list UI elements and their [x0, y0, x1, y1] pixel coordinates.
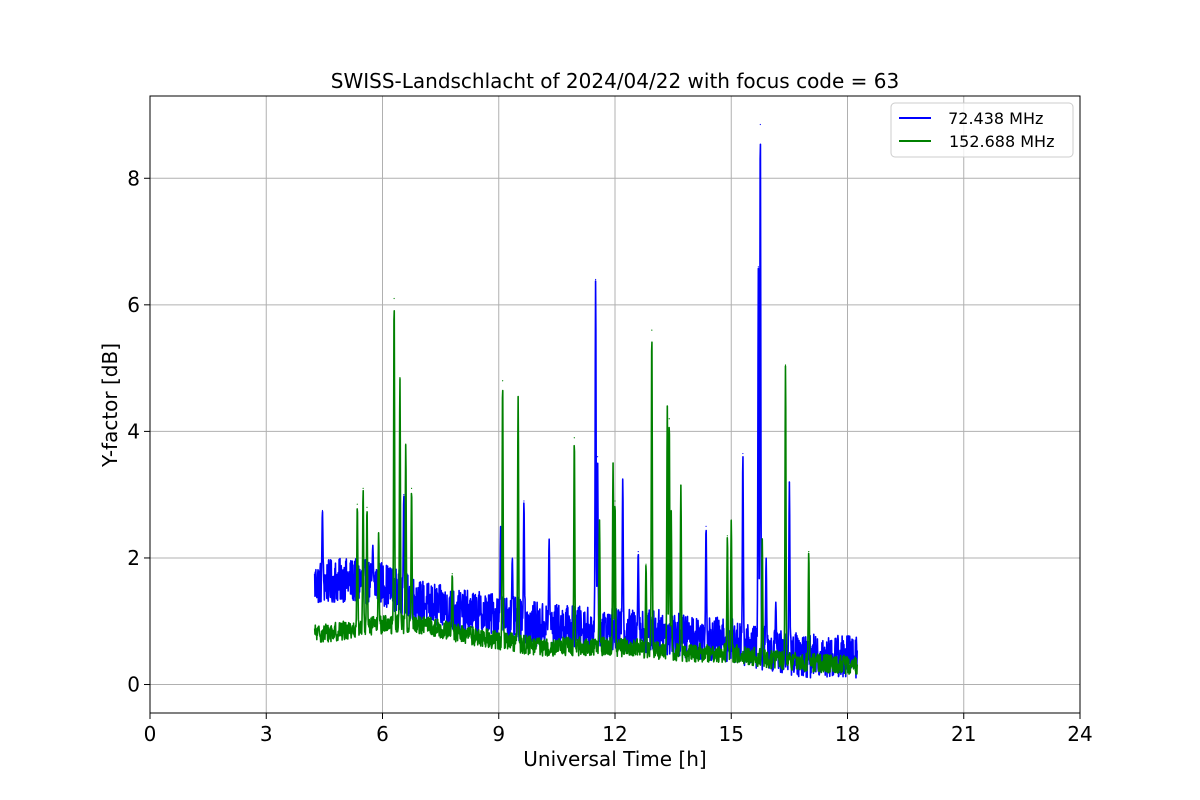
- spike-point-152mhz: [808, 551, 810, 553]
- spike-point-152mhz: [356, 503, 358, 505]
- x-axis-label: Universal Time [h]: [523, 747, 706, 771]
- series-layer: [313, 123, 858, 679]
- y-tick-label: 8: [127, 166, 140, 190]
- x-tick-label: 21: [951, 722, 976, 746]
- spike-point-152mhz: [598, 519, 601, 521]
- legend: 72.438 MHz 152.688 MHz: [890, 102, 1074, 158]
- spike-point-72mhz: [757, 266, 759, 268]
- spike-point-152mhz: [451, 573, 453, 575]
- spike-point-152mhz: [378, 532, 380, 534]
- x-tick-label: 9: [492, 722, 505, 746]
- spike-point-72mhz: [759, 123, 761, 126]
- y-tick-label: 0: [127, 673, 140, 697]
- spike-point-152mhz: [726, 535, 728, 537]
- spike-point-152mhz: [366, 506, 368, 508]
- spike-point-152mhz: [612, 462, 614, 464]
- y-tick-label: 6: [127, 293, 140, 317]
- spike-point-72mhz: [500, 525, 502, 527]
- spike-point-152mhz: [399, 377, 401, 379]
- spike-point-72mhz: [637, 551, 639, 553]
- spike-point-152mhz: [362, 487, 364, 489]
- spike-point-72mhz: [705, 525, 707, 527]
- y-axis-label: Y-factor [dB]: [98, 343, 122, 468]
- series-line-152mhz: [313, 310, 858, 675]
- spike-point-152mhz: [784, 364, 787, 366]
- spike-point-72mhz: [596, 456, 599, 458]
- legend-box: [890, 102, 1074, 158]
- spike-point-152mhz: [393, 297, 395, 300]
- spike-point-152mhz: [730, 519, 732, 521]
- chart-title: SWISS-Landschlacht of 2024/04/22 with fo…: [331, 69, 899, 93]
- spike-point-152mhz: [517, 395, 519, 398]
- spike-point-152mhz: [405, 443, 407, 445]
- spike-point-152mhz: [410, 487, 413, 489]
- spike-point-152mhz: [680, 484, 682, 486]
- spike-point-152mhz: [670, 509, 672, 512]
- spike-point-72mhz: [765, 557, 767, 559]
- x-tick-label: 18: [835, 722, 860, 746]
- spike-point-72mhz: [372, 544, 374, 546]
- spike-point-152mhz: [573, 437, 575, 439]
- spike-point-72mhz: [511, 557, 513, 559]
- y-tick-label: 2: [127, 546, 140, 570]
- spike-point-72mhz: [775, 601, 777, 603]
- spike-point-72mhz: [523, 500, 525, 502]
- spike-point-152mhz: [761, 538, 763, 540]
- spike-point-72mhz: [595, 278, 597, 281]
- spike-point-152mhz: [651, 329, 653, 331]
- spike-point-72mhz: [788, 481, 790, 483]
- legend-label-72mhz: 72.438 MHz: [943, 109, 1043, 128]
- spike-point-152mhz: [666, 405, 668, 407]
- spike-point-152mhz: [645, 563, 647, 565]
- x-tick-label: 24: [1067, 722, 1092, 746]
- spike-point-152mhz: [668, 418, 670, 420]
- spike-point-72mhz: [403, 494, 405, 496]
- x-tick-label: 12: [602, 722, 627, 746]
- spike-point-72mhz: [622, 478, 624, 480]
- legend-label-152mhz: 152.688 MHz: [949, 132, 1054, 151]
- spike-point-152mhz: [614, 500, 616, 502]
- spike-point-72mhz: [548, 538, 550, 540]
- x-tick-label: 0: [144, 722, 157, 746]
- x-tick-label: 3: [260, 722, 273, 746]
- spike-point-152mhz: [502, 380, 504, 382]
- spike-point-72mhz: [321, 509, 324, 512]
- y-tick-label: 4: [127, 419, 140, 443]
- x-tick-label: 15: [719, 722, 744, 746]
- spike-point-72mhz: [742, 452, 744, 455]
- x-tick-label: 6: [376, 722, 389, 746]
